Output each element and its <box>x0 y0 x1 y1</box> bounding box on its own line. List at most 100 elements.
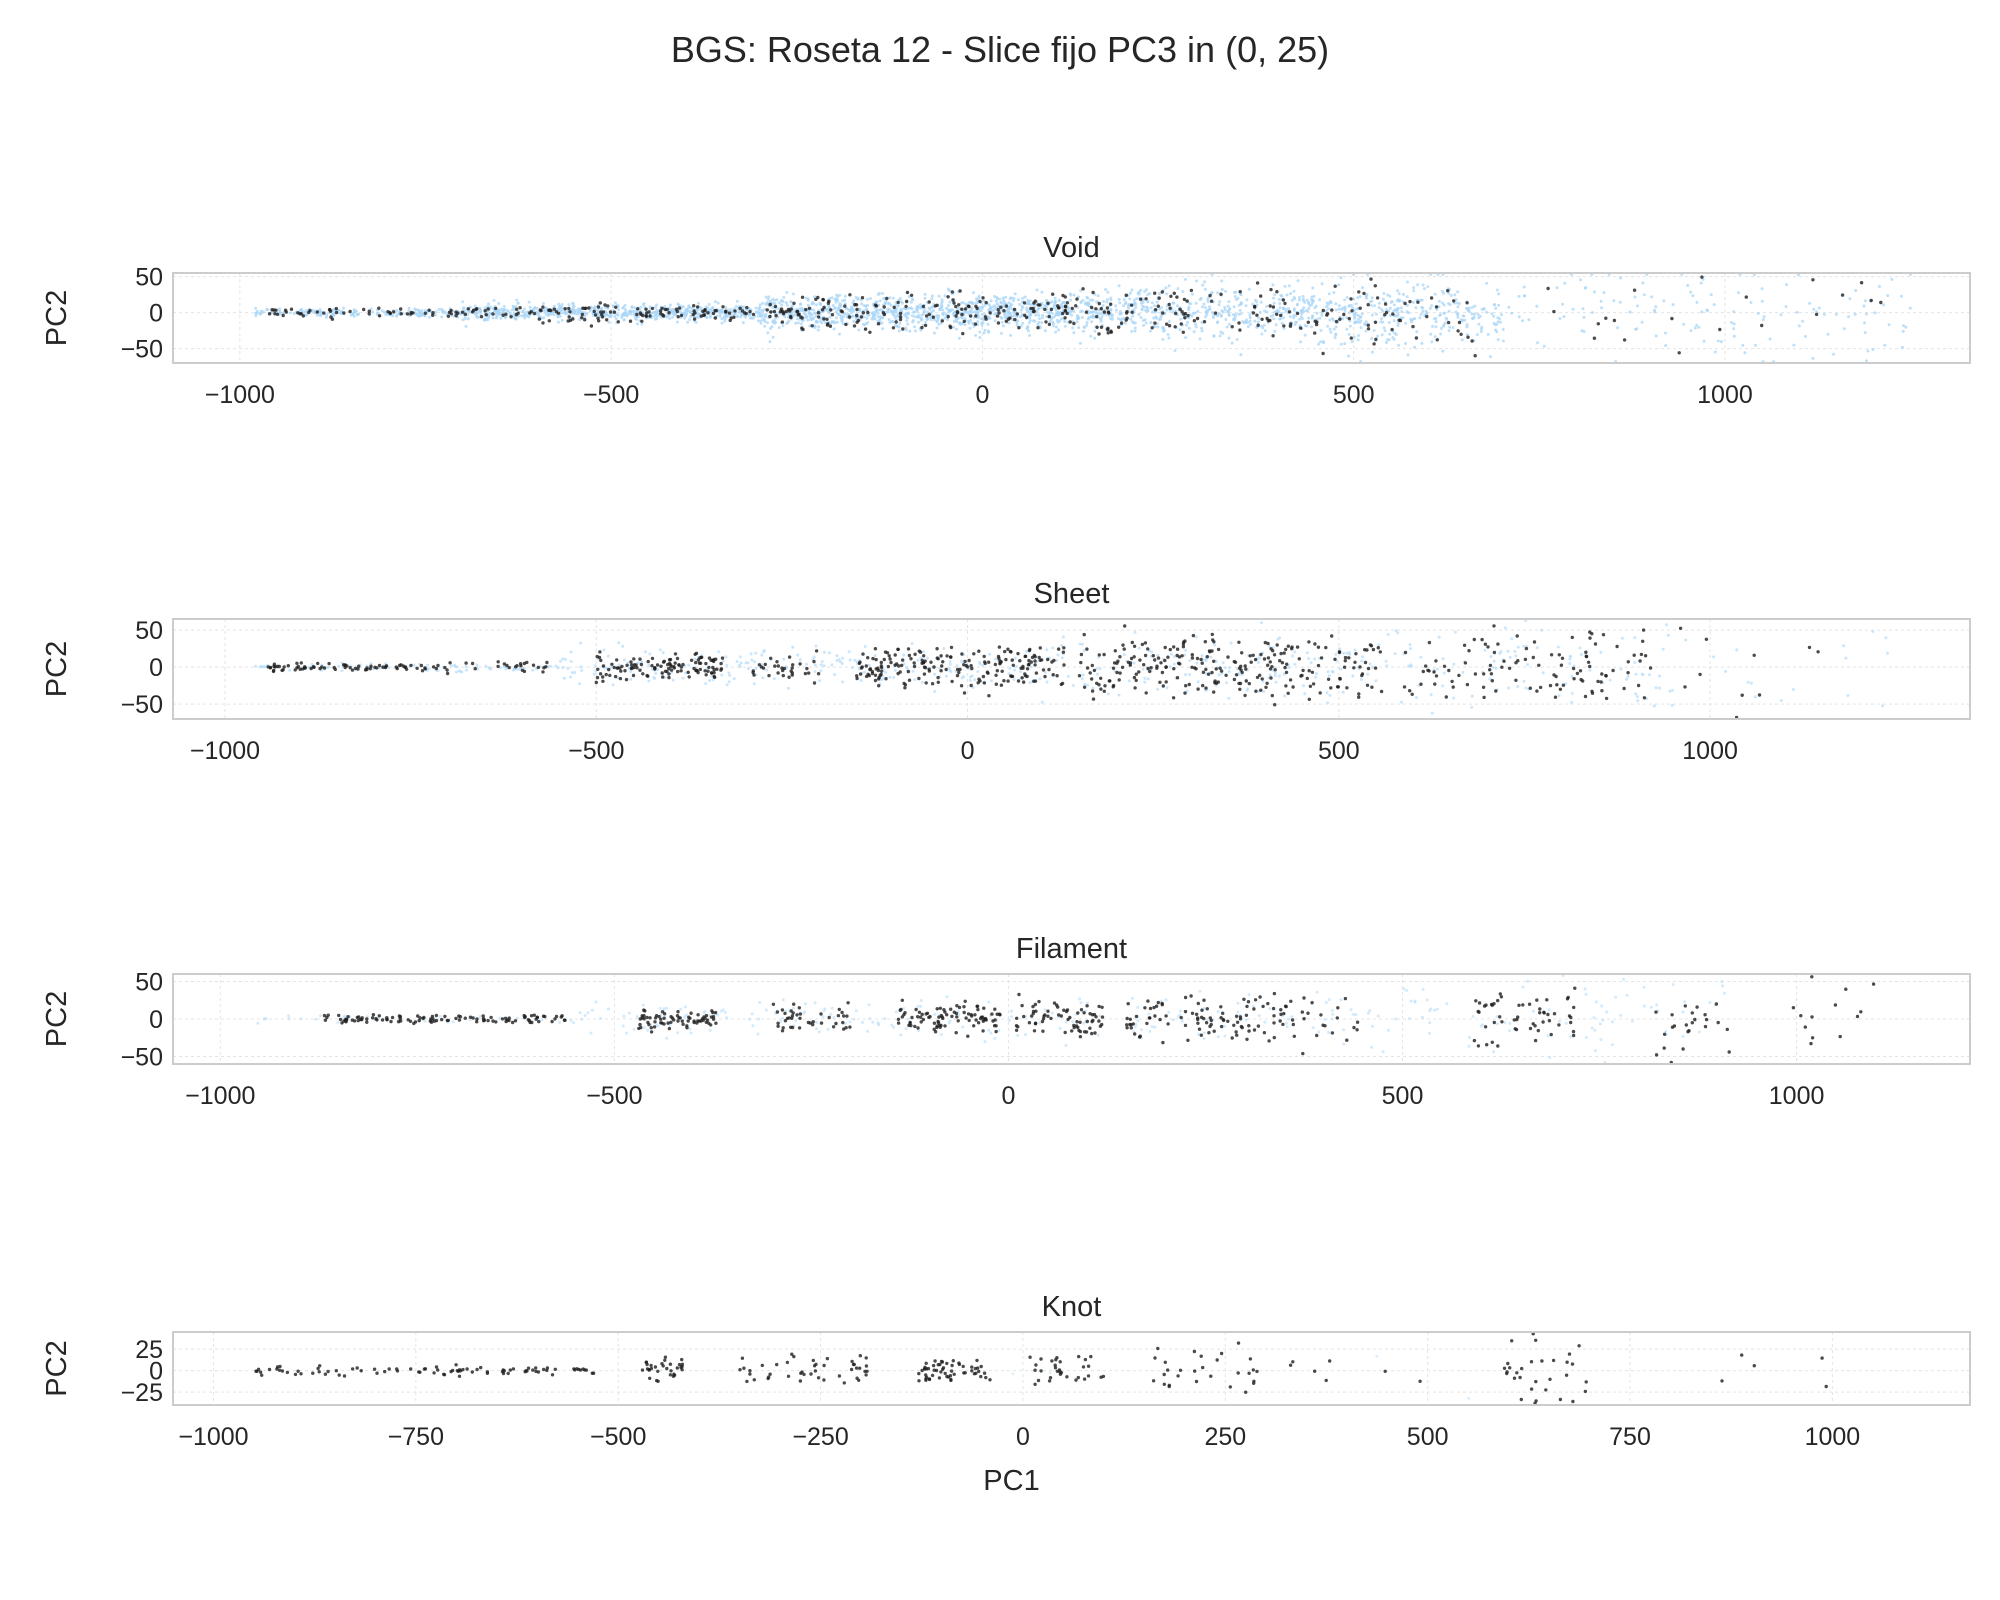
background-point <box>1795 310 1799 314</box>
background-point <box>1883 343 1887 347</box>
background-point <box>1216 314 1220 318</box>
background-point <box>1166 333 1170 336</box>
highlight-point <box>356 667 360 671</box>
background-point <box>892 1025 896 1029</box>
highlight-point <box>1371 647 1376 652</box>
background-point <box>671 315 674 319</box>
highlight-point <box>1311 682 1316 686</box>
highlight-point <box>431 311 435 315</box>
highlight-point <box>1268 304 1272 308</box>
background-point <box>1235 338 1239 341</box>
highlight-point <box>547 319 551 323</box>
background-point <box>569 1018 573 1022</box>
background-point <box>1326 701 1330 705</box>
background-point <box>1287 284 1291 288</box>
background-point <box>916 308 919 312</box>
highlight-point <box>1201 670 1206 674</box>
highlight-point <box>1349 297 1353 301</box>
highlight-point <box>1442 664 1447 668</box>
highlight-point <box>1366 323 1371 327</box>
highlight-point <box>1698 672 1702 677</box>
highlight-point <box>917 676 921 681</box>
highlight-point <box>840 310 844 314</box>
background-point <box>978 336 982 339</box>
background-point <box>913 678 917 682</box>
background-point <box>1364 294 1368 298</box>
background-point <box>288 668 292 672</box>
background-point <box>560 318 564 322</box>
highlight-point <box>743 311 747 315</box>
background-point <box>719 308 723 312</box>
background-point <box>1001 303 1005 306</box>
background-point <box>906 322 910 326</box>
background-point <box>684 308 688 312</box>
highlight-point <box>1740 693 1744 697</box>
highlight-point <box>348 666 352 670</box>
highlight-point <box>1342 312 1346 317</box>
background-point <box>1176 287 1180 291</box>
background-point <box>606 313 610 317</box>
x-tick-label: −500 <box>568 737 624 765</box>
highlight-point <box>795 309 800 314</box>
highlight-point <box>1181 330 1186 334</box>
background-point <box>923 296 927 300</box>
background-point <box>801 319 805 323</box>
background-point <box>1093 336 1097 340</box>
highlight-point <box>1357 290 1361 294</box>
background-point <box>768 340 772 344</box>
highlight-point <box>1462 643 1467 647</box>
highlight-point <box>1641 639 1645 643</box>
background-point <box>1402 987 1406 991</box>
highlight-point <box>1090 677 1094 681</box>
background-point <box>1471 317 1475 320</box>
highlight-point <box>767 673 771 678</box>
background-point <box>1684 638 1688 642</box>
background-point <box>1354 302 1358 306</box>
background-point <box>254 311 258 315</box>
highlight-point <box>996 654 1001 659</box>
background-point <box>1035 309 1039 313</box>
background-point <box>1435 308 1439 311</box>
background-point <box>873 654 877 658</box>
highlight-point <box>1244 679 1249 683</box>
highlight-point <box>1457 673 1461 678</box>
highlight-point <box>844 322 848 327</box>
background-point <box>889 309 893 313</box>
background-point <box>1101 304 1105 308</box>
highlight-point <box>268 665 273 670</box>
background-point <box>602 648 606 652</box>
background-point <box>627 1011 631 1015</box>
background-point <box>1428 1009 1432 1013</box>
highlight-point <box>1239 668 1243 672</box>
background-point <box>1089 334 1093 338</box>
background-point <box>1495 288 1499 292</box>
background-point <box>1141 667 1145 671</box>
background-point <box>1864 299 1867 303</box>
background-point <box>989 1031 993 1035</box>
background-point <box>1735 648 1739 652</box>
background-point <box>1666 633 1670 637</box>
background-point <box>1345 651 1349 655</box>
background-point <box>888 296 892 300</box>
background-point <box>1089 298 1093 302</box>
highlight-point <box>1132 655 1136 659</box>
background-point <box>791 292 795 296</box>
background-point <box>1668 689 1672 693</box>
highlight-point <box>1208 293 1212 298</box>
background-point <box>1037 313 1041 317</box>
background-point <box>1297 317 1301 321</box>
background-point <box>1862 304 1866 308</box>
highlight-point <box>1117 678 1121 682</box>
background-point <box>1330 1017 1334 1021</box>
background-point <box>531 668 535 672</box>
background-point <box>1437 635 1441 639</box>
background-point <box>1129 291 1132 295</box>
highlight-point <box>969 683 973 688</box>
background-point <box>1209 655 1213 659</box>
background-point <box>1082 325 1086 329</box>
highlight-point <box>309 666 313 671</box>
background-point <box>679 1007 683 1011</box>
highlight-point <box>1199 657 1203 662</box>
background-point <box>1096 312 1100 316</box>
background-point <box>1178 328 1182 332</box>
